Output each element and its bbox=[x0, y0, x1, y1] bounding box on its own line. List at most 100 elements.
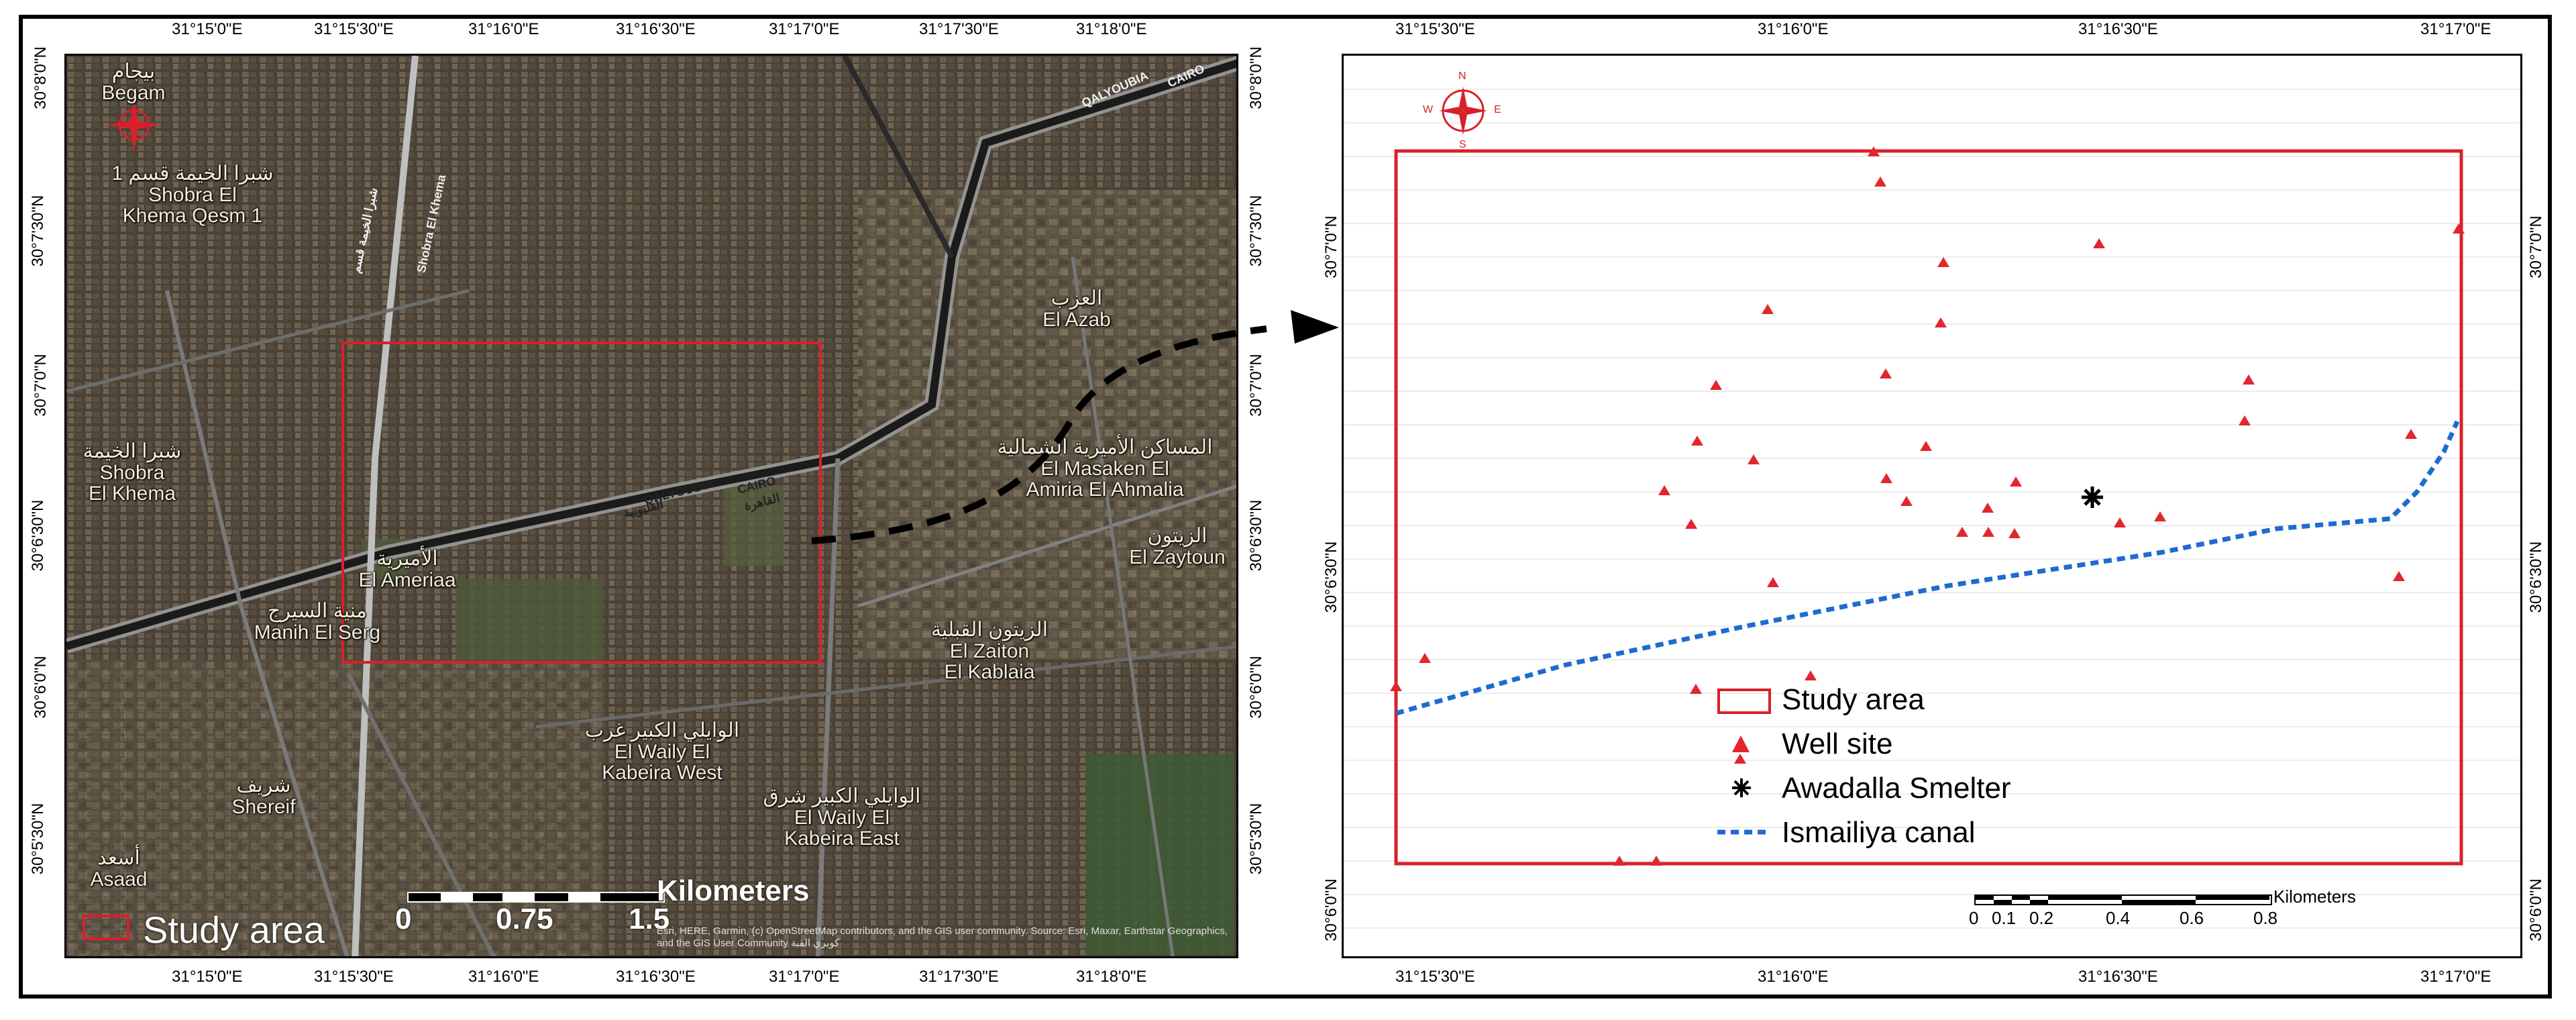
legend-row-well-site: Well site bbox=[1717, 723, 2388, 764]
attribution-place: كوبري القبة bbox=[791, 937, 840, 949]
left-lon-tick: 31°15'0"E bbox=[172, 20, 243, 38]
left-lat-tick: 30°7'30"N bbox=[29, 195, 47, 267]
well-site-marker bbox=[2093, 238, 2105, 248]
right-lon-tick: 31°16'0"E bbox=[1758, 20, 1829, 38]
satellite-map[interactable]: بيجام Begam شبرا الخيمة قسم 1 Shobra El … bbox=[64, 54, 1238, 958]
well-site-marker bbox=[2010, 476, 2022, 487]
right-lon-tick: 31°17'0"E bbox=[2420, 968, 2491, 986]
right-lon-tick: 31°15'30"E bbox=[1395, 968, 1475, 986]
well-site-marker bbox=[1658, 485, 1670, 495]
well-site-marker bbox=[1767, 577, 1779, 587]
well-site-marker bbox=[1734, 754, 1746, 764]
well-site-marker bbox=[2243, 374, 2255, 385]
figure-frame bbox=[19, 15, 2552, 999]
well-site-marker bbox=[1710, 380, 1722, 390]
detail-map-canvas bbox=[1344, 87, 2520, 929]
left-lon-tick: 31°18'0"E bbox=[1076, 20, 1147, 38]
well-site-marker bbox=[1419, 653, 1431, 663]
right-lon-tick: 31°16'30"E bbox=[2078, 20, 2158, 38]
place-label: شبرا الخيمة Shobra El Khema bbox=[83, 440, 182, 505]
place-label: بيجام Begam bbox=[101, 60, 166, 104]
left-lat-tick: 30°6'30"N bbox=[1247, 499, 1265, 572]
well-site-marker bbox=[1685, 519, 1697, 529]
place-label: الزيتون El Zaytoun bbox=[1129, 525, 1226, 568]
right-lat-tick: 30°6'30"N bbox=[1322, 541, 1340, 613]
well-site-marker bbox=[2008, 528, 2021, 538]
well-site-marker bbox=[1868, 146, 1880, 156]
study-area-legend-symbol bbox=[83, 915, 129, 940]
right-lon-tick: 31°17'0"E bbox=[2420, 20, 2491, 38]
attribution-credit: Esri, HERE, Garmin, (c) OpenStreetMap co… bbox=[657, 925, 1228, 949]
well-site-legend-icon bbox=[1732, 735, 1750, 752]
canal-legend-icon bbox=[1717, 829, 1771, 835]
well-site-marker bbox=[1937, 257, 1949, 267]
detail-scale-label: 0.4 bbox=[2106, 908, 2131, 928]
legend-label: Ismailiya canal bbox=[1782, 816, 1976, 849]
study-area-legend-label: Study area bbox=[143, 909, 325, 951]
place-label: الوايلي الكبير غرب El Waily El Kabeira W… bbox=[584, 719, 740, 784]
study-area-legend-symbol bbox=[1717, 688, 1771, 714]
well-site-marker bbox=[1650, 856, 1662, 866]
detail-scale-label: 0.6 bbox=[2180, 908, 2204, 928]
left-lat-tick: 30°6'0"N bbox=[32, 656, 50, 719]
well-site-marker bbox=[1935, 317, 1947, 327]
place-label: شبرا الخيمة قسم 1 Shobra El Khema Qesm 1 bbox=[111, 162, 274, 227]
well-site-marker bbox=[1982, 503, 1994, 513]
scale-unit: Kilometers bbox=[657, 874, 810, 907]
compass-rose-icon bbox=[107, 98, 161, 152]
place-label: أسعد Asaad bbox=[90, 847, 148, 890]
place-label: العزب El Azab bbox=[1042, 287, 1111, 331]
left-lon-tick: 31°15'30"E bbox=[314, 20, 394, 38]
compass-e: E bbox=[1494, 104, 1501, 115]
well-site-marker bbox=[1920, 441, 1932, 451]
legend-label: Awadalla Smelter bbox=[1782, 772, 2011, 805]
detail-scale-label: 0.2 bbox=[2029, 908, 2054, 928]
left-lat-tick: 30°5'30"N bbox=[1247, 803, 1265, 875]
legend-row-smelter: Awadalla Smelter bbox=[1717, 768, 2388, 808]
scale-label: 0.75 bbox=[496, 903, 553, 935]
left-lon-tick: 31°17'0"E bbox=[769, 20, 840, 38]
awadalla-smelter-marker bbox=[2082, 487, 2103, 508]
well-site-marker bbox=[1613, 856, 1625, 866]
well-site-marker bbox=[1691, 436, 1703, 446]
place-label: الأميرية El Ameriaa bbox=[358, 548, 456, 591]
left-lon-tick: 31°16'30"E bbox=[616, 20, 696, 38]
right-lon-tick: 31°16'30"E bbox=[2078, 968, 2158, 986]
place-label: الزيتون القبلية El Zaiton El Kablaia bbox=[930, 619, 1049, 683]
right-lat-tick: 30°6'0"N bbox=[1322, 878, 1340, 941]
well-site-marker bbox=[2114, 517, 2126, 527]
left-lon-tick: 31°16'0"E bbox=[468, 20, 539, 38]
well-sites bbox=[1390, 146, 2465, 866]
well-site-marker bbox=[1956, 527, 1968, 537]
left-lon-tick: 31°18'0"E bbox=[1076, 968, 1147, 986]
well-site-marker bbox=[1762, 304, 1774, 314]
right-lat-tick: 30°6'30"N bbox=[2527, 541, 2545, 613]
legend-label: Study area bbox=[1782, 683, 1925, 716]
left-lat-tick: 30°6'30"N bbox=[29, 499, 47, 572]
detail-map[interactable]: N S E W 0 0.1 0.2 0.4 0.6 0.8 Kilometers bbox=[1342, 54, 2522, 958]
right-lat-tick: 30°7'0"N bbox=[1322, 215, 1340, 278]
well-site-marker bbox=[1982, 527, 1994, 537]
study-area-rectangle bbox=[1394, 149, 2463, 866]
detail-scale-unit: Kilometers bbox=[2273, 886, 2356, 907]
place-label: منية السيرج Manih El Serg bbox=[254, 600, 381, 644]
well-site-marker bbox=[1748, 454, 1760, 464]
right-lon-tick: 31°16'0"E bbox=[1758, 968, 1829, 986]
well-site-marker bbox=[1900, 496, 1913, 506]
scale-label: 1.5 bbox=[629, 903, 670, 935]
left-lon-tick: 31°17'30"E bbox=[919, 20, 999, 38]
left-lon-tick: 31°15'0"E bbox=[172, 968, 243, 986]
legend-row-canal: Ismailiya canal bbox=[1717, 812, 2388, 852]
left-lon-tick: 31°15'30"E bbox=[314, 968, 394, 986]
left-lat-tick: 30°7'0"N bbox=[32, 354, 50, 417]
well-site-marker bbox=[2405, 429, 2417, 439]
detail-scale-graphic bbox=[1974, 895, 2272, 905]
left-lon-tick: 31°17'30"E bbox=[919, 968, 999, 986]
well-site-marker bbox=[2393, 571, 2405, 581]
detail-scale-label: 0.8 bbox=[2253, 908, 2278, 928]
compass-w: W bbox=[1423, 104, 1434, 115]
ismailiya-canal-line bbox=[1395, 420, 2460, 716]
well-site-marker bbox=[2154, 511, 2166, 521]
place-label: الوايلي الكبير شرق El Waily El Kabeira E… bbox=[763, 785, 921, 850]
left-lon-tick: 31°16'0"E bbox=[468, 968, 539, 986]
